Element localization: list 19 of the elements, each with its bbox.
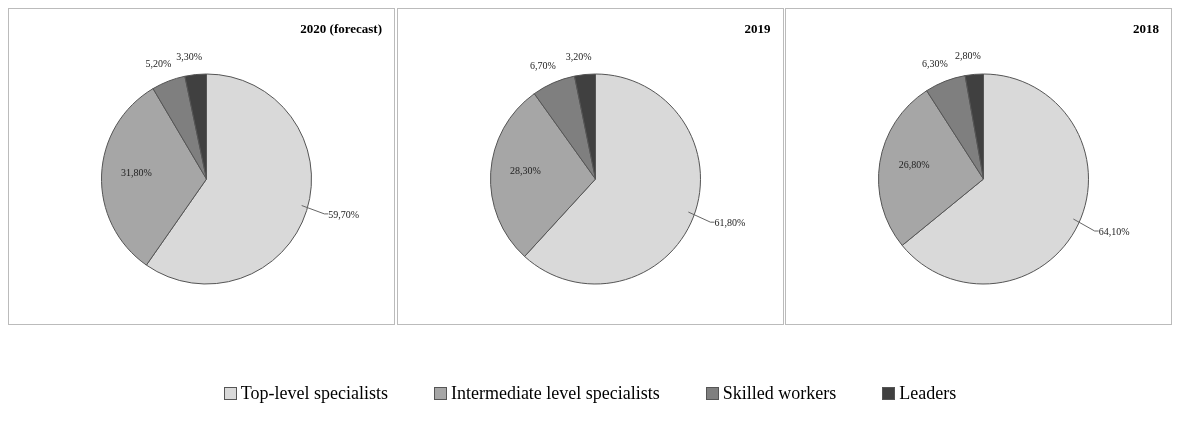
legend-label: Intermediate level specialists [449, 383, 660, 404]
data-label: 6,70% [529, 59, 556, 71]
data-label: 28,30% [509, 165, 541, 177]
data-label: 5,20% [145, 58, 172, 70]
data-label: 3,30% [176, 50, 203, 62]
legend-label: Leaders [898, 383, 957, 404]
chart-title: 2020 (forecast) [300, 21, 382, 37]
data-label: 64,10% [1098, 226, 1130, 238]
data-label: 59,70% [328, 208, 360, 220]
legend-label: Top-level specialists [239, 383, 388, 404]
data-label: 61,80% [713, 217, 745, 229]
legend-label: Skilled workers [721, 383, 837, 404]
data-label: 2,80% [955, 50, 981, 62]
chart-title: 2019 [744, 21, 771, 37]
data-label: 3,20% [565, 50, 591, 62]
data-label: 31,80% [121, 166, 152, 178]
data-label: 26,80% [898, 158, 930, 170]
chart-title: 2018 [1133, 21, 1159, 37]
data-label: 6,30% [922, 58, 948, 70]
